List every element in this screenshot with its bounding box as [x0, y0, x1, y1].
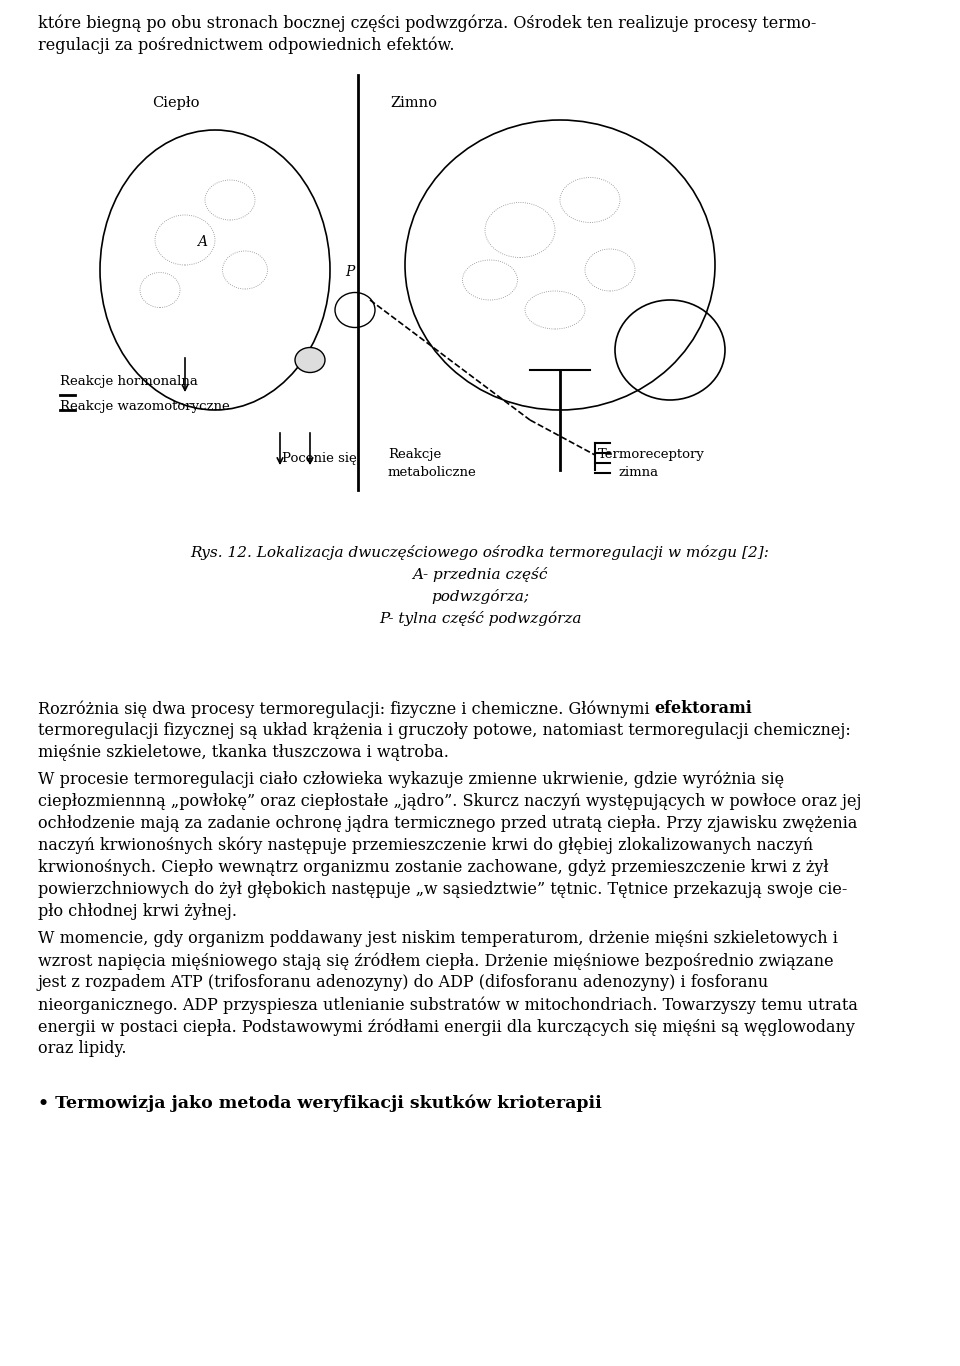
- Text: Reakcje: Reakcje: [388, 448, 442, 460]
- Text: które biegną po obu stronach bocznej części podwzgórza. Ośrodek ten realizuje pr: które biegną po obu stronach bocznej czę…: [38, 14, 816, 31]
- Text: jest z rozpadem ATP (trifosforanu adenozyny) do ADP (difosforanu adenozyny) i fo: jest z rozpadem ATP (trifosforanu adenoz…: [38, 974, 769, 990]
- Text: oraz lipidy.: oraz lipidy.: [38, 1040, 127, 1057]
- Text: Termoreceptory: Termoreceptory: [598, 448, 705, 460]
- Text: regulacji za pośrednictwem odpowiednich efektów.: regulacji za pośrednictwem odpowiednich …: [38, 36, 454, 53]
- Text: energii w postaci ciepła. Podstawowymi źródłami energii dla kurczących się mięśn: energii w postaci ciepła. Podstawowymi ź…: [38, 1018, 854, 1035]
- Text: podwzgórza;: podwzgórza;: [431, 589, 529, 604]
- Text: zimna: zimna: [618, 466, 659, 479]
- Text: • Termowizja jako metoda weryfikacji skutków krioterapii: • Termowizja jako metoda weryfikacji sku…: [38, 1094, 602, 1112]
- Text: efektorami: efektorami: [655, 699, 753, 717]
- Ellipse shape: [295, 347, 325, 373]
- Text: krwionośnych. Ciepło wewnątrz organizmu zostanie zachowane, gdyż przemieszczenie: krwionośnych. Ciepło wewnątrz organizmu …: [38, 859, 828, 876]
- Text: Rys. 12. Lokalizacja dwuczęściowego ośrodka termoregulacji w mózgu [2]:: Rys. 12. Lokalizacja dwuczęściowego ośro…: [191, 545, 769, 560]
- Text: Ciepło: Ciepło: [152, 96, 200, 111]
- Text: P- tylna część podwzgórza: P- tylna część podwzgórza: [379, 611, 581, 626]
- Text: ochłodzenie mają za zadanie ochronę jądra termicznego przed utratą ciepła. Przy : ochłodzenie mają za zadanie ochronę jądr…: [38, 816, 857, 832]
- Text: P: P: [345, 265, 354, 279]
- Text: wzrost napięcia mięśniowego stają się źródłem ciepła. Drżenie mięśniowe bezpośre: wzrost napięcia mięśniowego stają się źr…: [38, 952, 833, 970]
- Text: Pocenie się: Pocenie się: [282, 452, 357, 464]
- Text: Zimno: Zimno: [390, 96, 437, 111]
- Text: A- przednia część: A- przednia część: [412, 567, 548, 582]
- Text: nieorganicznego. ADP przyspiesza utlenianie substratów w mitochondriach. Towarzy: nieorganicznego. ADP przyspiesza utlenia…: [38, 996, 858, 1014]
- Text: powierzchniowych do żył głębokich następuje „w sąsiedztwie” tętnic. Tętnice prze: powierzchniowych do żył głębokich następ…: [38, 881, 848, 897]
- Text: W procesie termoregulacji ciało człowieka wykazuje zmienne ukrwienie, gdzie wyró: W procesie termoregulacji ciało człowiek…: [38, 770, 784, 788]
- Text: ciepłozmiennną „powłokę” oraz ciepłostałe „jądro”. Skurcz naczyń występujących w: ciepłozmiennną „powłokę” oraz ciepłostał…: [38, 794, 861, 810]
- Text: termoregulacji fizycznej są układ krążenia i gruczoły potowe, natomiast termoreg: termoregulacji fizycznej są układ krążen…: [38, 723, 851, 739]
- Text: W momencie, gdy organizm poddawany jest niskim temperaturom, drżenie mięśni szki: W momencie, gdy organizm poddawany jest …: [38, 930, 838, 947]
- Ellipse shape: [335, 292, 375, 328]
- Text: naczyń krwionośnych skóry następuje przemieszczenie krwi do głębiej zlokalizowan: naczyń krwionośnych skóry następuje prze…: [38, 837, 813, 855]
- Text: metaboliczne: metaboliczne: [388, 466, 477, 479]
- Text: mięśnie szkieletowe, tkanka tłuszczowa i wątroba.: mięśnie szkieletowe, tkanka tłuszczowa i…: [38, 744, 449, 761]
- Text: Rozróżnia się dwa procesy termoregulacji: fizyczne i chemiczne. Głównymi: Rozróżnia się dwa procesy termoregulacji…: [38, 699, 655, 717]
- Text: Reakcje hormonalna: Reakcje hormonalna: [60, 376, 198, 388]
- Text: pło chłodnej krwi żyłnej.: pło chłodnej krwi żyłnej.: [38, 903, 237, 919]
- Text: Reakcje wazomotoryczne: Reakcje wazomotoryczne: [60, 400, 229, 413]
- Text: A: A: [197, 235, 207, 249]
